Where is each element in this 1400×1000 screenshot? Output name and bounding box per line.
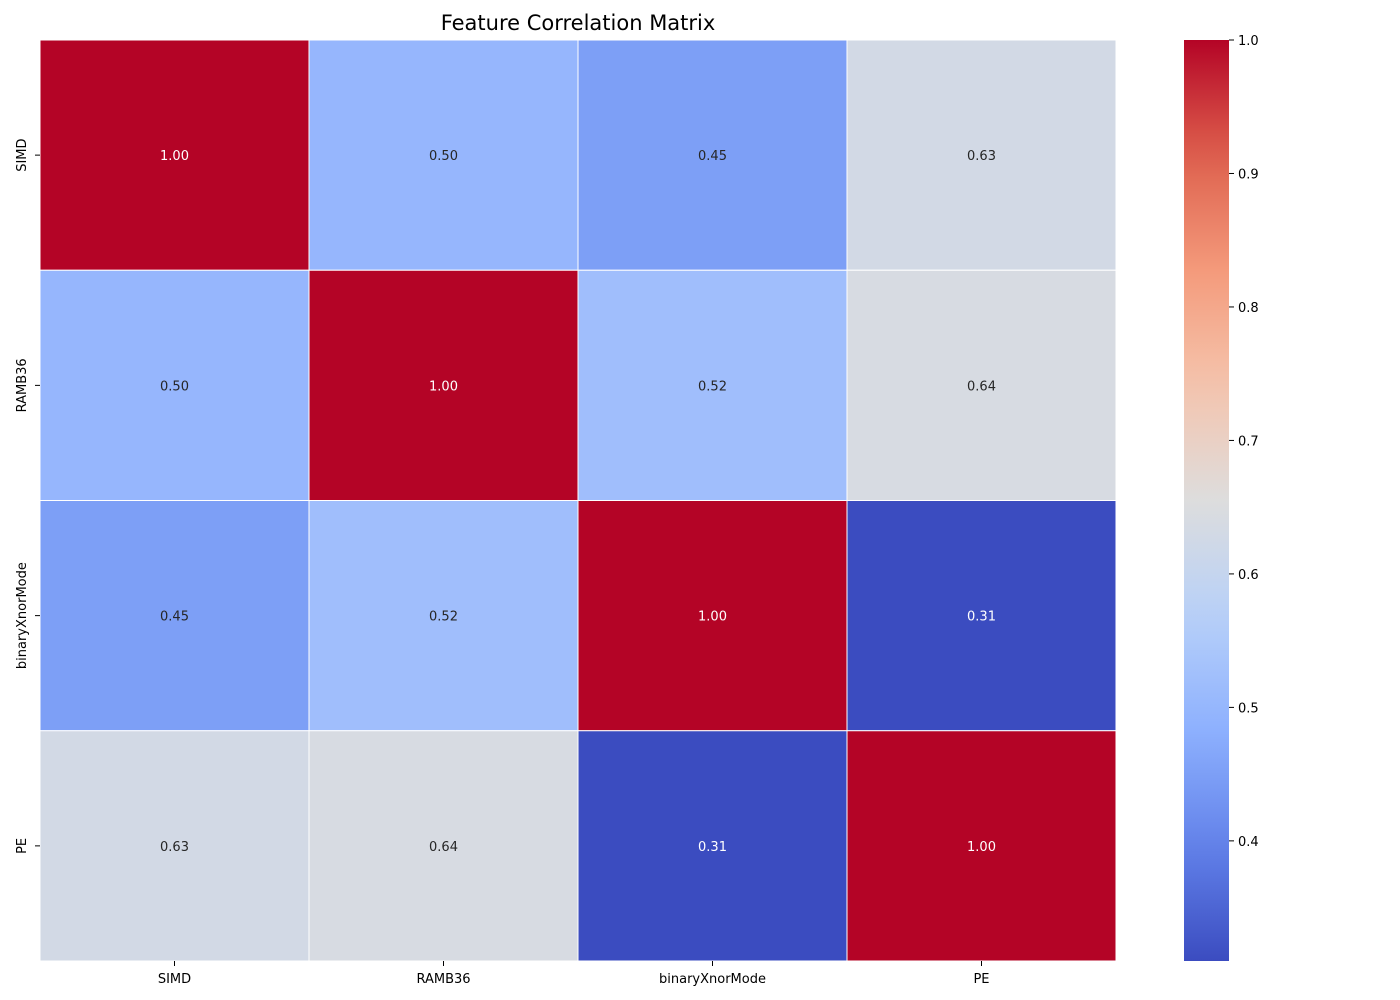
heatmap-cell-labels: 1.00 0.50 0.45 0.63 0.50 1.00 0.52 0.64 0.45 0.52… [160, 149, 996, 855]
heatmap-cell [39, 39, 310, 271]
cell-value-label: 0.63 [160, 840, 189, 855]
heatmap-cell [308, 500, 579, 732]
cell-value-label: 0.52 [429, 610, 458, 625]
heatmap-cell [846, 730, 1117, 962]
colorbar-tick-label: 0.7 [1238, 434, 1259, 449]
y-tick-label: binaryXnorMode [15, 562, 30, 669]
heatmap-cells [39, 39, 1117, 962]
heatmap-cell [846, 39, 1117, 271]
cell-value-label: 0.50 [429, 149, 458, 164]
heatmap-cell [308, 39, 579, 271]
cell-value-label: 0.50 [160, 379, 189, 394]
heatmap-cell [846, 500, 1117, 732]
colorbar-tick-label: 0.9 [1238, 167, 1259, 182]
heatmap-cell [39, 269, 310, 501]
cell-value-label: 1.00 [967, 840, 996, 855]
colorbar-tick-label: 0.4 [1238, 835, 1259, 850]
x-tick-label: RAMB36 [416, 972, 470, 987]
x-tick-label: PE [973, 972, 989, 987]
colorbar-tick-label: 0.8 [1238, 301, 1259, 316]
y-tick-label: RAMB36 [15, 358, 30, 412]
x-tick-label: SIMD [158, 972, 191, 987]
heatmap-cell [308, 269, 579, 501]
colorbar: 0.4 0.5 0.6 0.7 0.8 0.9 1.0 [1184, 34, 1259, 961]
cell-value-label: 1.00 [160, 149, 189, 164]
colorbar-tick-label: 0.6 [1238, 568, 1259, 583]
y-tick-label: PE [15, 838, 30, 854]
heatmap-cell [308, 730, 579, 962]
cell-value-label: 0.52 [698, 379, 727, 394]
cell-value-label: 0.31 [698, 840, 727, 855]
colorbar-gradient [1184, 40, 1229, 961]
colorbar-tick-label: 0.5 [1238, 701, 1259, 716]
x-axis: SIMD RAMB36 binaryXnorMode PE [158, 961, 990, 987]
colorbar-tick-label: 1.0 [1238, 34, 1259, 49]
heatmap-cell [846, 269, 1117, 501]
cell-value-label: 1.00 [698, 610, 727, 625]
cell-value-label: 0.64 [429, 840, 458, 855]
x-tick-label: binaryXnorMode [659, 972, 766, 987]
y-tick-label: SIMD [15, 138, 30, 171]
heatmap-cell [577, 269, 848, 501]
chart-title: Feature Correlation Matrix [441, 11, 716, 35]
cell-value-label: 1.00 [429, 379, 458, 394]
cell-value-label: 0.64 [967, 379, 996, 394]
heatmap-cell [577, 39, 848, 271]
heatmap-cell [39, 730, 310, 962]
cell-value-label: 0.63 [967, 149, 996, 164]
cell-value-label: 0.31 [967, 610, 996, 625]
y-axis: SIMD RAMB36 binaryXnorMode PE [15, 138, 40, 854]
heatmap-cell [577, 730, 848, 962]
cell-value-label: 0.45 [698, 149, 727, 164]
cell-value-label: 0.45 [160, 610, 189, 625]
